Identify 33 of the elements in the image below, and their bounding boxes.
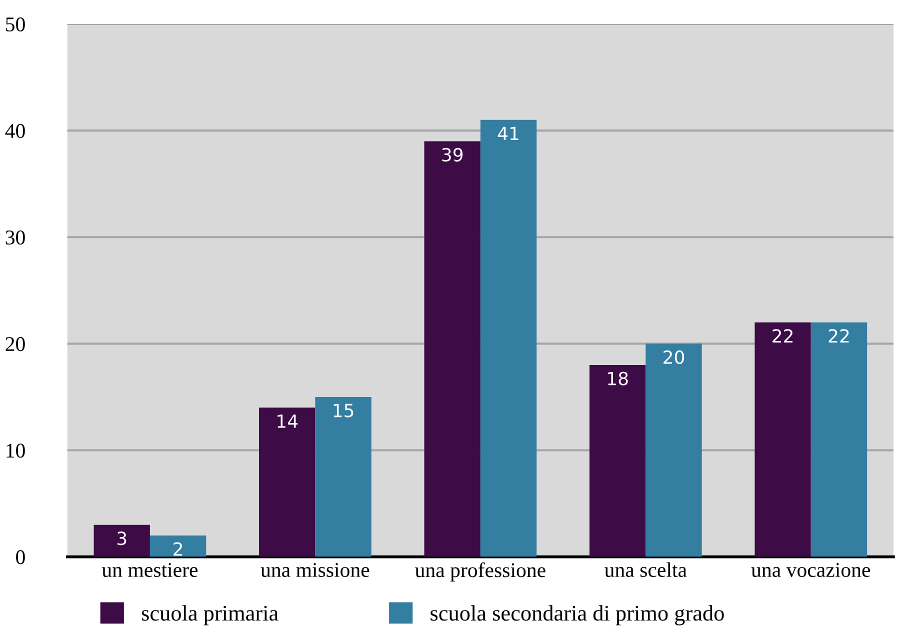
x-tick-label: una missione [260, 563, 370, 578]
legend-label: scuola primaria [142, 605, 278, 626]
bar [754, 322, 811, 557]
data-label: 3 [118, 532, 126, 546]
legend-label: scuola secondaria di primo grado [430, 605, 724, 626]
bar [94, 524, 150, 557]
data-label: 15 [334, 404, 354, 418]
data-label: 2 [174, 542, 182, 556]
data-label: 18 [608, 372, 628, 386]
x-tick-label: una vocazione [751, 563, 870, 578]
data-label: 22 [828, 329, 849, 342]
y-tick-label: 20 [6, 337, 25, 352]
bar [259, 408, 316, 557]
bar [150, 535, 206, 557]
data-label: 20 [664, 350, 684, 364]
bar [315, 396, 372, 557]
y-tick-label: 10 [6, 444, 25, 458]
data-label: 22 [772, 329, 792, 342]
x-tick-label: una professione [415, 562, 546, 582]
data-label: 39 [442, 148, 463, 162]
data-label: 14 [278, 414, 298, 428]
bar [810, 322, 868, 557]
bar [480, 120, 537, 557]
y-tick-label: 50 [6, 17, 25, 32]
bar [646, 344, 702, 557]
y-tick-label: 0 [16, 550, 25, 564]
x-tick-label: un mestiere [102, 563, 198, 578]
x-tick-label: una scelta [604, 562, 687, 578]
y-tick-label: 40 [5, 124, 25, 138]
y-tick-label: 30 [6, 230, 25, 245]
data-label: 41 [498, 126, 518, 140]
bar [424, 141, 480, 557]
bar [589, 364, 646, 557]
